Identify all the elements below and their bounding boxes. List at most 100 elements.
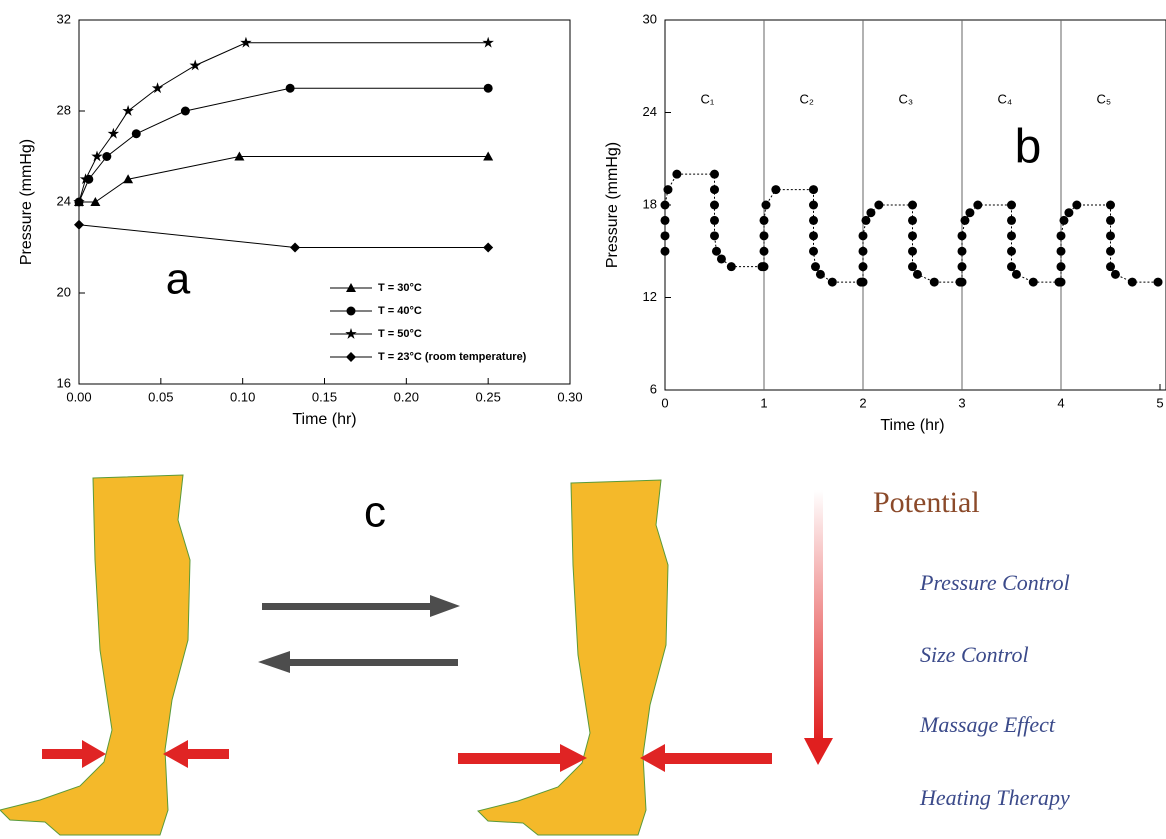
marker bbox=[482, 37, 493, 48]
marker bbox=[1012, 270, 1021, 279]
x-tick-label: 0.30 bbox=[557, 389, 582, 404]
marker bbox=[965, 208, 974, 217]
x-tick-label: 0.15 bbox=[312, 389, 337, 404]
legend-label: T = 50°C bbox=[378, 328, 422, 340]
marker bbox=[240, 37, 251, 48]
marker bbox=[710, 170, 719, 179]
marker bbox=[809, 231, 818, 240]
marker bbox=[760, 231, 769, 240]
marker bbox=[122, 105, 133, 116]
x-tick-label: 5 bbox=[1156, 395, 1163, 410]
y-tick-label: 18 bbox=[643, 196, 657, 211]
marker bbox=[710, 216, 719, 225]
marker bbox=[1029, 278, 1038, 287]
marker bbox=[760, 247, 769, 256]
marker bbox=[710, 201, 719, 210]
marker bbox=[1007, 216, 1016, 225]
marker bbox=[661, 201, 670, 210]
marker bbox=[661, 247, 670, 256]
marker bbox=[771, 185, 780, 194]
marker bbox=[958, 278, 967, 287]
legend-label: T = 30°C bbox=[378, 282, 422, 294]
y-tick-label: 32 bbox=[57, 11, 71, 26]
marker bbox=[1106, 201, 1115, 210]
marker bbox=[760, 262, 769, 271]
y-tick-label: 16 bbox=[57, 375, 71, 390]
marker bbox=[760, 216, 769, 225]
cycle-label: C₂ bbox=[800, 91, 814, 106]
marker bbox=[727, 262, 736, 271]
grey-arrows bbox=[258, 595, 460, 673]
x-axis-label: Time (hr) bbox=[880, 417, 944, 434]
marker bbox=[1111, 270, 1120, 279]
marker bbox=[132, 129, 141, 138]
marker bbox=[1007, 231, 1016, 240]
x-axis-label: Time (hr) bbox=[292, 411, 356, 428]
y-tick-label: 24 bbox=[57, 193, 71, 208]
x-tick-label: 0.05 bbox=[148, 389, 173, 404]
marker bbox=[859, 278, 868, 287]
marker bbox=[828, 278, 837, 287]
cycle-label: C₁ bbox=[701, 91, 715, 106]
x-tick-label: 2 bbox=[859, 395, 866, 410]
marker bbox=[930, 278, 939, 287]
marker bbox=[1057, 262, 1066, 271]
marker bbox=[973, 201, 982, 210]
marker bbox=[1059, 216, 1068, 225]
y-axis-label: Pressure (mmHg) bbox=[604, 142, 621, 268]
marker bbox=[1072, 201, 1081, 210]
marker bbox=[809, 216, 818, 225]
marker bbox=[816, 270, 825, 279]
x-tick-label: 1 bbox=[760, 395, 767, 410]
marker bbox=[710, 185, 719, 194]
marker bbox=[1154, 278, 1163, 287]
marker bbox=[1106, 216, 1115, 225]
y-axis-label: Pressure (mmHg) bbox=[18, 139, 35, 265]
cycle-label: C₄ bbox=[998, 91, 1013, 106]
marker bbox=[908, 247, 917, 256]
marker bbox=[866, 208, 875, 217]
marker bbox=[661, 231, 670, 240]
marker bbox=[663, 185, 672, 194]
marker bbox=[1057, 231, 1066, 240]
marker bbox=[286, 84, 295, 93]
marker bbox=[1106, 231, 1115, 240]
marker bbox=[181, 107, 190, 116]
marker bbox=[809, 247, 818, 256]
marker bbox=[908, 216, 917, 225]
panel-label: b bbox=[1015, 121, 1042, 174]
cycle-label: C₃ bbox=[899, 91, 914, 106]
marker bbox=[908, 201, 917, 210]
series-line bbox=[79, 157, 488, 203]
legend-label: T = 23°C (room temperature) bbox=[378, 351, 527, 363]
x-tick-label: 3 bbox=[958, 395, 965, 410]
leg-left bbox=[0, 475, 190, 835]
marker bbox=[960, 216, 969, 225]
potential-item: Heating Therapy bbox=[919, 785, 1070, 810]
legend-marker bbox=[346, 352, 356, 362]
marker bbox=[1007, 247, 1016, 256]
series-line bbox=[79, 88, 488, 202]
marker bbox=[908, 262, 917, 271]
potential-heading: Potential bbox=[873, 486, 980, 519]
cycle-label: C₅ bbox=[1097, 91, 1112, 106]
marker bbox=[958, 247, 967, 256]
y-tick-label: 30 bbox=[643, 11, 657, 26]
plot-frame bbox=[79, 20, 570, 384]
legend-marker bbox=[347, 307, 356, 316]
x-tick-label: 4 bbox=[1057, 395, 1064, 410]
y-tick-label: 28 bbox=[57, 102, 71, 117]
marker bbox=[859, 247, 868, 256]
marker bbox=[908, 231, 917, 240]
marker bbox=[290, 243, 300, 253]
marker bbox=[483, 243, 493, 253]
marker bbox=[717, 254, 726, 263]
leg-right bbox=[478, 480, 668, 835]
x-tick-label: 0.00 bbox=[66, 389, 91, 404]
panel-label: c bbox=[364, 488, 386, 537]
marker bbox=[91, 151, 102, 162]
marker bbox=[1128, 278, 1137, 287]
potential-item: Pressure Control bbox=[919, 570, 1070, 595]
marker bbox=[1106, 262, 1115, 271]
marker bbox=[74, 220, 84, 230]
